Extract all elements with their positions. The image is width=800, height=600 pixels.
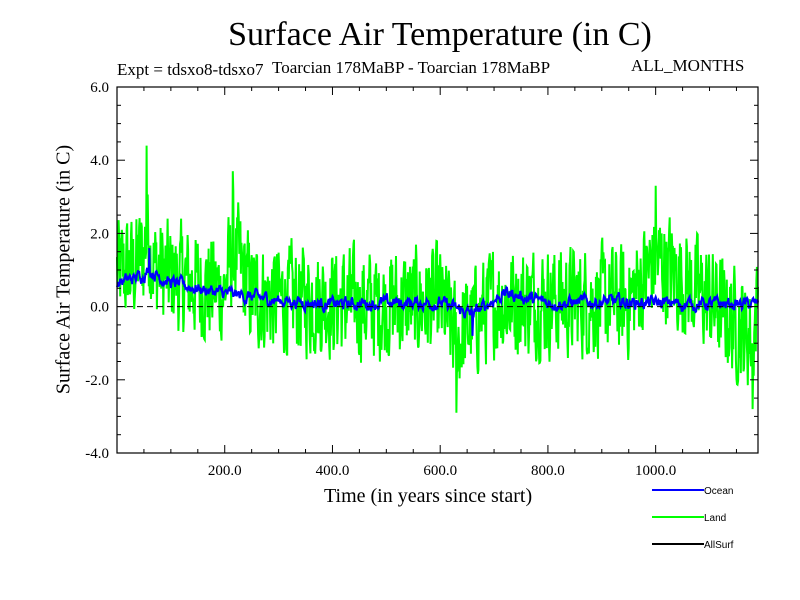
y-tick-label: 4.0 [90,153,109,169]
ticks-layer: 200.0 400.0 600.0 800.0 1000.0 -4.0 -2.0 0.0 2.0… [85,80,758,479]
x-tick-label: 1000.0 [635,463,676,479]
legend-label-ocean: Ocean [704,486,733,497]
series-line-land [116,145,759,413]
x-tick-label: 800.0 [531,463,565,479]
legend-label-allsurf: AllSurf [704,540,734,551]
y-tick-label: -4.0 [85,446,109,462]
experiment-label: Expt = tdsxo8-tdsxo7 [117,60,264,79]
legend: Ocean Land AllSurf [652,486,734,551]
y-tick-label: -2.0 [85,373,109,389]
x-tick-label: 200.0 [208,463,242,479]
x-tick-label: 400.0 [316,463,350,479]
chart-title: Surface Air Temperature (in C) [228,16,652,53]
series-line-ocean [116,247,759,336]
legend-label-land: Land [704,513,726,524]
x-axis-label: Time (in years since start) [324,485,533,507]
series-layer [116,145,759,413]
x-tick-label: 600.0 [423,463,457,479]
y-tick-label: 6.0 [90,80,109,96]
chart-subtitle: Toarcian 178MaBP - Toarcian 178MaBP [272,58,551,77]
y-tick-label: 2.0 [90,226,109,242]
y-tick-label: 0.0 [90,300,109,316]
period-label: ALL_MONTHS [631,56,745,75]
